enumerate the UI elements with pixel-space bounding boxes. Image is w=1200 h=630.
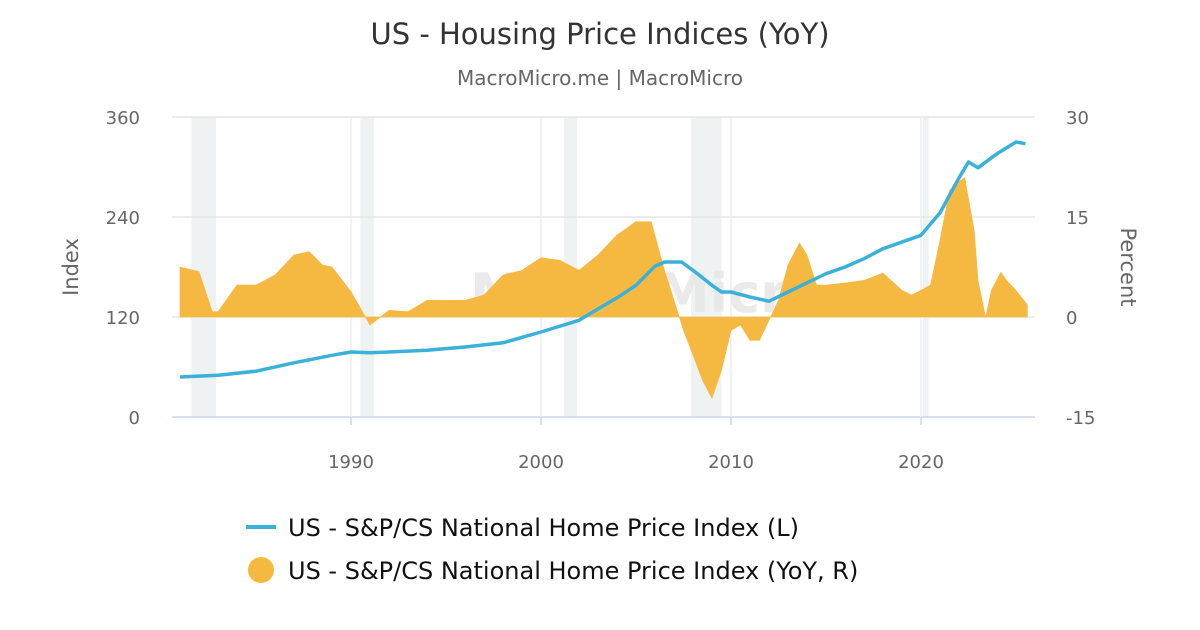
yoy-bar	[559, 259, 580, 318]
x-tick-label: 2020	[898, 452, 944, 473]
legend-item-index[interactable]: US - S&P/CS National Home Price Index (L…	[246, 514, 799, 542]
yoy-bar	[973, 230, 979, 318]
recession-band	[922, 117, 929, 417]
recession-band	[360, 117, 374, 417]
yoy-bar	[721, 316, 732, 371]
x-tick-label: 2010	[708, 452, 754, 473]
yoy-bar	[683, 316, 694, 356]
y-right-title: Percent	[1116, 227, 1140, 306]
yoy-bar	[958, 177, 966, 318]
yoy-bar	[616, 221, 637, 318]
y-right-tick-label: -15	[1066, 408, 1095, 429]
legend-item-yoy[interactable]: US - S&P/CS National Home Price Index (Y…	[248, 557, 858, 585]
yoy-bar	[985, 290, 992, 318]
yoy-bar	[274, 254, 295, 318]
yoy-bar	[816, 284, 827, 318]
yoy-bar	[901, 289, 912, 318]
yoy-bar	[730, 316, 741, 331]
yoy-bar	[844, 279, 865, 318]
yoy-bar	[740, 316, 751, 342]
yoy-bar	[540, 257, 561, 318]
yoy-bar	[949, 180, 960, 318]
yoy-bar	[787, 242, 800, 318]
yoy-bar	[179, 266, 200, 318]
yoy-bar	[1000, 271, 1007, 318]
yoy-bar	[464, 294, 485, 318]
yoy-bars	[179, 177, 1028, 399]
yoy-bar	[217, 284, 238, 318]
y-right-tick-label: 30	[1066, 108, 1089, 129]
yoy-bar	[407, 299, 428, 318]
yoy-bar	[1006, 279, 1017, 318]
recession-bands	[191, 117, 929, 417]
y-right-tick-label: 0	[1066, 308, 1077, 329]
y-left-title: Index	[59, 238, 83, 296]
y-left-tick-label: 0	[129, 408, 140, 429]
yoy-bar	[293, 251, 310, 318]
yoy-bar	[799, 241, 808, 318]
yoy-bar	[635, 221, 652, 318]
legend: US - S&P/CS National Home Price Index (L…	[246, 514, 858, 585]
yoy-bar	[977, 280, 986, 318]
yoy-bar	[322, 264, 333, 318]
y-left-tick-label: 360	[106, 108, 140, 129]
yoy-bar	[308, 250, 323, 318]
yoy-bar	[911, 289, 922, 318]
y-right-tick-label: 15	[1066, 208, 1089, 229]
yoy-bar	[426, 300, 447, 318]
legend-label: US - S&P/CS National Home Price Index (Y…	[288, 557, 858, 585]
yoy-bar	[920, 284, 931, 318]
y-left-tick-label: 120	[106, 308, 140, 329]
y-left-tick-label: 240	[106, 208, 140, 229]
yoy-bar	[388, 310, 409, 318]
x-tick-label: 1990	[328, 452, 374, 473]
yoy-bar	[1015, 289, 1028, 318]
x-tick-label: 2000	[518, 452, 564, 473]
chart-subtitle: MacroMicro.me | MacroMicro	[457, 66, 743, 90]
yoy-bar	[882, 272, 903, 318]
legend-circle-icon	[248, 557, 274, 583]
yoy-bar	[759, 316, 770, 341]
yoy-bar	[502, 269, 523, 318]
yoy-bar	[749, 316, 760, 341]
index-line	[179, 140, 1026, 379]
yoy-bar	[990, 272, 1002, 318]
legend-label: US - S&P/CS National Home Price Index (L…	[288, 514, 799, 542]
yoy-bar	[964, 177, 975, 318]
yoy-bar	[212, 311, 219, 318]
yoy-bar	[445, 300, 466, 318]
recession-band	[191, 117, 217, 417]
yoy-bar	[236, 284, 257, 318]
yoy-bar	[930, 240, 941, 318]
chart-title: US - Housing Price Indices (YoY)	[370, 17, 829, 51]
yoy-bar	[331, 266, 352, 318]
yoy-bar	[825, 282, 846, 318]
yoy-bar	[863, 272, 884, 318]
yoy-bar	[255, 274, 276, 318]
